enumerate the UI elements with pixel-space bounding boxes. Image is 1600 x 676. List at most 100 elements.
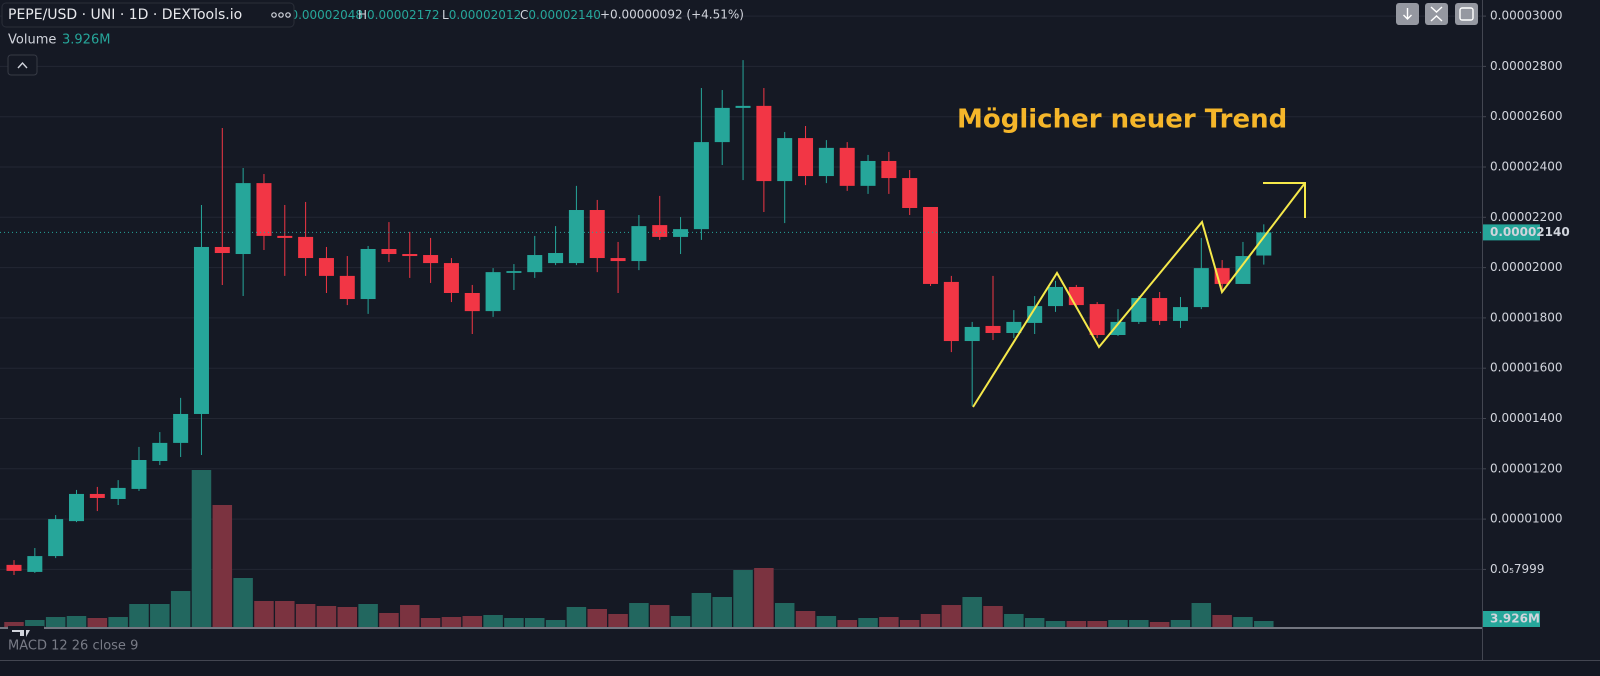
candle-body <box>923 206 939 284</box>
maximize-icon[interactable] <box>1459 7 1474 21</box>
volume-bar <box>670 615 691 627</box>
volume-label-box <box>1483 610 1540 627</box>
ohlc-field: H0.00002172 <box>358 8 440 22</box>
collapse-pane-button[interactable] <box>1425 3 1448 25</box>
candle-body <box>818 147 834 177</box>
candle-body <box>735 105 751 108</box>
candle-body <box>548 253 564 264</box>
candle-body <box>881 160 897 179</box>
volume-bar <box>337 606 358 627</box>
candle-body <box>839 147 855 186</box>
candle-body <box>693 142 709 230</box>
volume-bar <box>733 570 753 627</box>
candle-body <box>568 210 584 264</box>
volume-bar <box>1170 619 1191 627</box>
volume-bar <box>525 617 545 627</box>
candle-body <box>360 248 376 300</box>
y-tick-label: 0.0₅7999 <box>1490 562 1544 576</box>
volume-bar <box>608 613 628 627</box>
candle-body <box>1131 298 1147 322</box>
volume-axis-label: 3.926M <box>1490 611 1540 625</box>
ohlc-key: L <box>442 8 449 22</box>
volume-bar <box>629 603 649 627</box>
ohlc-field: C0.00002140 <box>520 8 601 22</box>
volume-bar <box>587 608 607 627</box>
volume-bar <box>837 619 857 627</box>
volume-bar <box>1087 620 1107 627</box>
volume-bar <box>899 619 920 627</box>
volume-bar <box>566 606 587 627</box>
ohlc-value: 0.00002172 <box>367 8 440 22</box>
volume-layer <box>4 470 1274 627</box>
maximize-button[interactable] <box>1455 3 1478 25</box>
candle-body <box>1235 256 1251 284</box>
candle-body <box>860 160 876 186</box>
candle-body <box>152 442 168 462</box>
pane-buttons[interactable] <box>1396 3 1478 25</box>
candle-body <box>131 460 147 489</box>
candle-body <box>193 246 209 414</box>
indicator-label: MACD 12 26 close 9 <box>8 639 138 654</box>
volume-bar <box>420 617 441 627</box>
collapse-button-bg[interactable] <box>7 54 38 76</box>
volume-bar <box>691 592 712 627</box>
candle-body <box>756 105 772 182</box>
candle-body <box>110 487 126 499</box>
volume-bar <box>754 568 774 627</box>
candle-body <box>943 281 959 342</box>
logo <box>8 626 44 638</box>
volume-bar <box>545 619 566 627</box>
candle-body <box>89 493 105 498</box>
volume-bar <box>920 613 941 627</box>
candle-body <box>798 138 814 177</box>
more-dots[interactable] <box>271 12 291 18</box>
candle-layer <box>6 60 1272 575</box>
ohlc-value: 0.00002012 <box>449 8 522 22</box>
volume-bar <box>191 470 212 627</box>
volume-bar <box>649 605 670 627</box>
volume-bar <box>795 610 816 627</box>
volume-bar <box>295 603 316 627</box>
candle-body <box>1110 321 1126 336</box>
ohlc-field: L0.00002012 <box>442 8 521 22</box>
volume-bar <box>1233 617 1253 627</box>
volume-bar <box>4 622 24 627</box>
volume-bar <box>462 615 483 627</box>
candle-body <box>27 556 43 572</box>
volume-bar <box>254 601 274 627</box>
candle-body <box>506 271 522 273</box>
grid <box>0 15 1482 570</box>
volume-bar <box>170 591 191 627</box>
volume-bar <box>87 617 108 627</box>
collapse-icon[interactable] <box>17 61 28 69</box>
candle-body <box>1089 304 1105 336</box>
volume-bar <box>400 605 420 627</box>
candle-body <box>339 275 355 300</box>
collapse-button[interactable] <box>7 54 38 76</box>
ohlc-value: 0.00002140 <box>528 8 601 22</box>
candle-body <box>423 255 439 264</box>
volume-bar <box>1212 615 1232 627</box>
volume-bar <box>1024 617 1045 627</box>
candle-body <box>1027 306 1043 323</box>
trend-drawing <box>972 182 1306 408</box>
candle-body <box>777 138 793 182</box>
volume-bar <box>150 603 170 627</box>
volume-bar <box>1045 620 1066 627</box>
candle-body <box>485 272 501 312</box>
title: PEPE/USD · UNI · 1D · DEXTools.io <box>8 7 242 23</box>
move-down-icon[interactable] <box>1403 8 1412 20</box>
volume-bar <box>108 617 128 627</box>
collapse-pane-icon[interactable] <box>1430 6 1443 22</box>
volume-bar <box>1129 619 1149 627</box>
candle-body <box>235 183 251 255</box>
candle-body <box>610 258 626 262</box>
volume-bar <box>774 603 795 627</box>
y-tick-label: 0.00002600 <box>1490 109 1563 123</box>
candle-body <box>527 255 543 273</box>
candle-body <box>1152 298 1168 321</box>
y-tick-label: 0.00002000 <box>1490 260 1563 274</box>
volume-bar <box>983 605 1003 627</box>
